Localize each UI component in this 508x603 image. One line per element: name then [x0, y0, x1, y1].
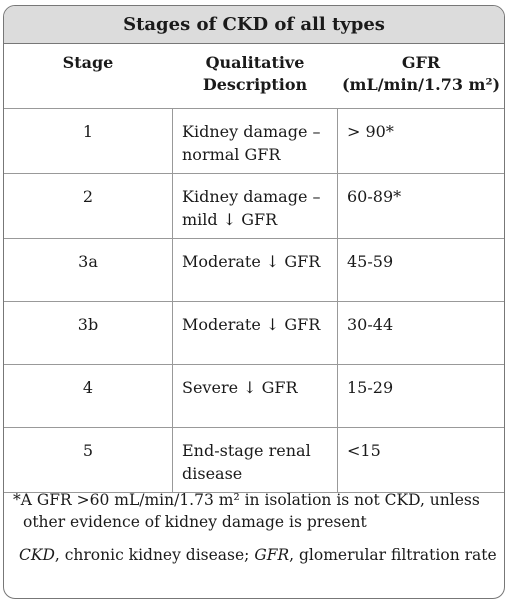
cell-description: Moderate ↓ GFR — [172, 302, 338, 364]
cell-gfr: 15-29 — [347, 378, 394, 397]
header-gfr: GFR (mL/min/1.73 m²) — [338, 52, 504, 96]
cell-description-line2: normal GFR — [182, 145, 281, 164]
cell-stage: 3b — [77, 315, 99, 334]
cell-gfr: 60-89* — [347, 187, 402, 206]
cell-description: Severe ↓ GFR — [172, 365, 338, 427]
abbr-ckd: CKD — [19, 546, 55, 564]
cell-stage: 3a — [78, 252, 98, 271]
cell-description-line1: Kidney damage – — [182, 122, 321, 141]
cell-description-line2: disease — [182, 464, 243, 483]
cell-gfr: 30-44 — [347, 315, 394, 334]
header-description-line2: Description — [202, 75, 308, 94]
table-footnote: *A GFR >60 mL/min/1.73 m² in isolation i… — [13, 489, 497, 533]
table-row: 2 Kidney damage – mild ↓ GFR 60-89* — [4, 174, 504, 239]
cell-description-line1: Severe ↓ GFR — [182, 378, 298, 397]
abbreviations-note: CKD, chronic kidney disease; GFR, glomer… — [19, 544, 499, 566]
cell-gfr: <15 — [347, 441, 381, 460]
footnote-line2: other evidence of kidney damage is prese… — [23, 513, 367, 531]
abbr-ckd-text: , chronic kidney disease; — [54, 546, 255, 564]
table-body: 1 Kidney damage – normal GFR > 90* 2 Kid… — [4, 108, 504, 493]
cell-gfr: > 90* — [347, 122, 394, 141]
cell-description: Moderate ↓ GFR — [172, 239, 338, 301]
table-row: 4 Severe ↓ GFR 15-29 — [4, 365, 504, 428]
abbr-gfr: GFR — [254, 546, 290, 564]
cell-stage: 4 — [82, 378, 94, 397]
header-gfr-line2: (mL/min/1.73 m²) — [341, 75, 501, 94]
table-title: Stages of CKD of all types — [4, 6, 504, 44]
cell-description-line1: Moderate ↓ GFR — [182, 252, 321, 271]
table-row: 1 Kidney damage – normal GFR > 90* — [4, 109, 504, 174]
ckd-stages-table: Stages of CKD of all types Stage Qualita… — [3, 5, 505, 599]
abbr-gfr-text: , glomerular filtration rate — [289, 546, 497, 564]
cell-description-line1: End-stage renal — [182, 441, 311, 460]
cell-description-line2: mild ↓ GFR — [182, 210, 278, 229]
header-description-line1: Qualitative — [205, 53, 305, 72]
cell-stage: 1 — [82, 122, 94, 141]
header-gfr-line1: GFR — [401, 53, 441, 72]
cell-description: End-stage renal disease — [172, 428, 338, 492]
table-row: 3a Moderate ↓ GFR 45-59 — [4, 239, 504, 302]
footnote-line1: *A GFR >60 mL/min/1.73 m² in isolation i… — [13, 491, 480, 509]
cell-description: Kidney damage – mild ↓ GFR — [172, 174, 338, 238]
table-header-row: Stage Qualitative Description GFR (mL/mi… — [4, 44, 504, 108]
cell-gfr: 45-59 — [347, 252, 394, 271]
cell-description-line1: Kidney damage – — [182, 187, 321, 206]
cell-description: Kidney damage – normal GFR — [172, 109, 338, 173]
table-row: 3b Moderate ↓ GFR 30-44 — [4, 302, 504, 365]
table-row: 5 End-stage renal disease <15 — [4, 428, 504, 493]
cell-stage: 5 — [82, 441, 94, 460]
cell-description-line1: Moderate ↓ GFR — [182, 315, 321, 334]
cell-stage: 2 — [82, 187, 94, 206]
header-description: Qualitative Description — [172, 52, 338, 96]
header-stage: Stage — [62, 53, 114, 72]
